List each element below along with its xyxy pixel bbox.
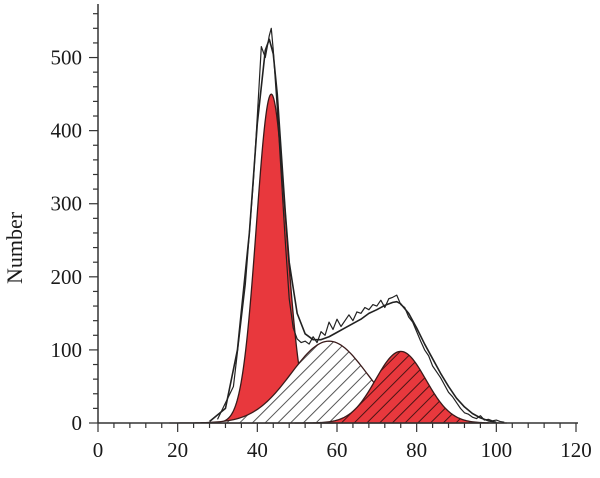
histogram-line: [216, 27, 505, 423]
peak-area-right: [294, 350, 507, 424]
x-tick-label: 80: [406, 438, 427, 462]
x-tick-label: 60: [327, 438, 348, 462]
y-tick-label: 300: [51, 192, 83, 216]
y-tick-label: 500: [51, 46, 83, 70]
y-tick-label: 0: [72, 411, 83, 435]
peak-areas: [169, 93, 507, 424]
axes: 0 20 40 60 80 100 120 0 100 200 300 400 500: [51, 4, 592, 462]
y-tick-label: 400: [51, 119, 83, 143]
y-axis-label: Number: [2, 211, 27, 284]
x-tick-label: 20: [167, 438, 188, 462]
fit-envelope-line: [209, 38, 497, 424]
data-lines: [209, 27, 505, 424]
x-tick-label: 120: [560, 438, 592, 462]
y-tick-label: 100: [51, 338, 83, 362]
x-tick-label: 40: [247, 438, 268, 462]
x-tick-label: 0: [93, 438, 104, 462]
y-tick-label: 200: [51, 265, 83, 289]
x-tick-label: 100: [481, 438, 513, 462]
